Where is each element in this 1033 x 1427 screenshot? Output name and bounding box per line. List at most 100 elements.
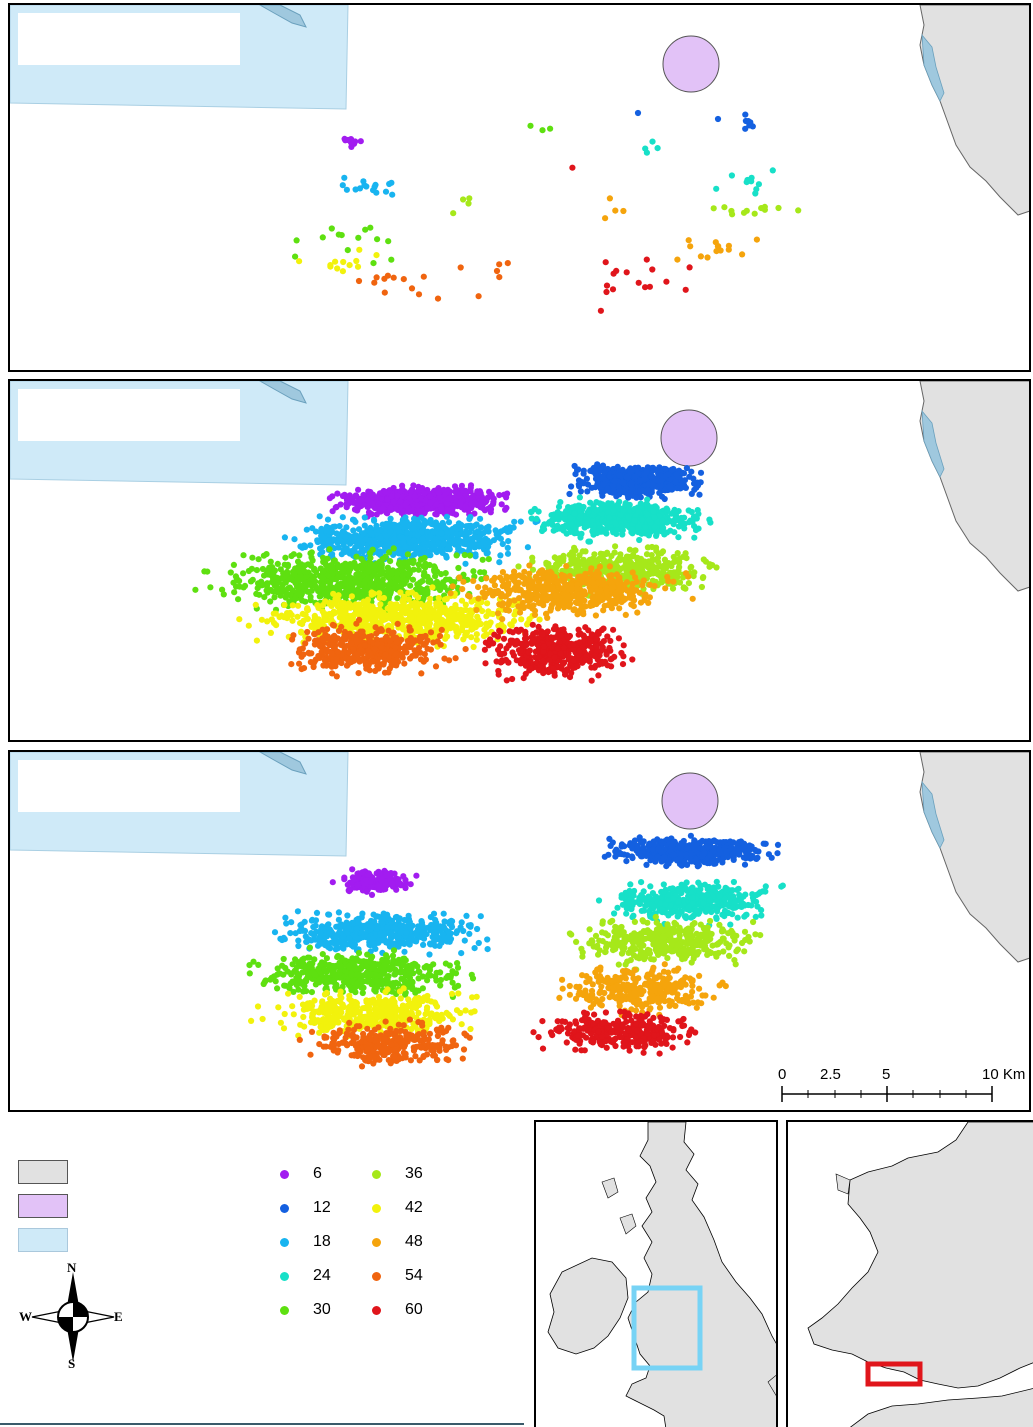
particle-dot [714, 115, 722, 123]
particle-dot [399, 551, 407, 559]
particle-dot [611, 549, 618, 556]
particle-dot [653, 532, 660, 539]
particle-dot [396, 559, 403, 566]
particle-dot [499, 569, 506, 576]
particle-dot [477, 541, 484, 548]
particle-dot [553, 526, 560, 533]
particle-dot [492, 527, 499, 534]
particle-dot [415, 561, 422, 568]
particle-dot [360, 491, 367, 499]
particle-dot [261, 594, 268, 601]
particle-dot [567, 528, 574, 535]
particle-dot [660, 524, 667, 532]
particle-dot [496, 274, 503, 281]
particle-dot [577, 534, 584, 541]
particle-dot [475, 595, 482, 602]
particle-dot [291, 536, 298, 543]
particle-dot [371, 279, 378, 286]
particle-dot [497, 552, 504, 559]
particle-dot [662, 585, 669, 592]
particle-dot [324, 588, 331, 595]
particle-dot [704, 254, 711, 261]
particle-dot [431, 614, 438, 621]
particle-dot [649, 464, 656, 472]
particle-dot [282, 579, 289, 586]
particle-dot [457, 547, 464, 554]
particle-dot [385, 238, 392, 245]
particle-dot [405, 560, 412, 567]
particle-dot [444, 546, 451, 553]
particle-dot [379, 576, 386, 583]
particle-dot [441, 596, 448, 603]
particle-dot [357, 562, 364, 569]
map-panel-2 [8, 379, 1031, 742]
particle-dot [416, 486, 424, 493]
particle-dot [453, 552, 460, 559]
particle-dot [587, 499, 594, 506]
particle-dot [664, 506, 671, 513]
particle-dot [382, 188, 390, 195]
particle-dot [436, 607, 443, 614]
particle-dot [308, 623, 315, 630]
particle-dot [511, 568, 518, 575]
particle-dot [309, 557, 316, 564]
particle-dot [470, 577, 477, 584]
particle-dot [496, 492, 503, 499]
particle-dot [511, 518, 518, 525]
particle-dot [451, 606, 458, 613]
particle-dot [460, 196, 467, 203]
particle-dot [739, 251, 746, 258]
particle-dot [354, 263, 362, 270]
particle-dot [373, 252, 380, 259]
particle-dot [421, 569, 428, 576]
particle-dot [415, 623, 422, 630]
particle-dot [712, 239, 719, 246]
particle-dot [742, 111, 749, 118]
particle-dot [644, 562, 651, 569]
particle-dot [698, 583, 706, 591]
particle-dot [728, 172, 736, 179]
particle-dot [362, 226, 369, 233]
particle-dot [417, 585, 424, 592]
particle-dot [458, 530, 465, 537]
particle-dot [615, 588, 622, 595]
particle-dot [471, 510, 478, 517]
particle-dot [451, 624, 458, 631]
particle-dot [377, 619, 384, 626]
particle-dot [282, 554, 289, 561]
particle-dot [380, 594, 387, 602]
particle-dot [343, 186, 350, 193]
particle-dot [411, 493, 419, 500]
particle-dot [394, 570, 401, 577]
particle-dot [524, 621, 531, 628]
particle-dot [543, 610, 550, 617]
particle-dot [456, 538, 463, 545]
particle-dot [571, 544, 578, 551]
particle-dot [366, 559, 373, 566]
particle-dot [691, 480, 698, 487]
particle-dot [301, 542, 308, 549]
particle-dot [603, 282, 611, 289]
particle-dot [367, 524, 374, 531]
particle-dot [327, 263, 334, 270]
particle-dot [645, 516, 653, 523]
particle-dot [494, 534, 501, 541]
particle-dot [601, 559, 608, 566]
particle-dot [494, 587, 501, 595]
particle-dot [484, 549, 491, 557]
particle-dot [629, 526, 636, 533]
particle-dot [529, 605, 536, 612]
particle-dot [463, 535, 470, 542]
particle-dot [643, 256, 650, 263]
particle-dot [493, 267, 501, 275]
particle-dot [371, 564, 378, 571]
particle-dot [339, 268, 346, 275]
particle-dot [554, 514, 561, 521]
particle-dot [494, 610, 502, 617]
particle-dot [721, 204, 728, 211]
particle-dot [670, 553, 677, 561]
particle-dot [414, 502, 421, 509]
particle-dot [384, 564, 391, 571]
particle-dot [192, 586, 199, 593]
particle-dot [606, 195, 614, 202]
